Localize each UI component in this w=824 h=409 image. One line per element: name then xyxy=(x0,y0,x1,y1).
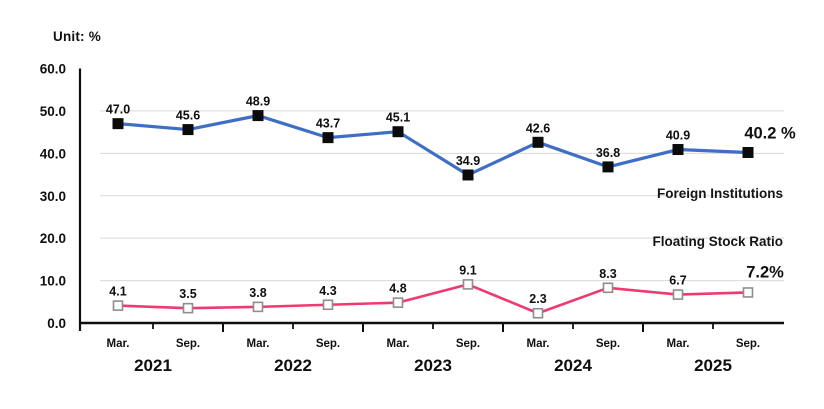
marker-square-open xyxy=(112,300,124,311)
y-axis-tick-label: 10.0 xyxy=(40,274,66,289)
y-axis-tick-label: 60.0 xyxy=(40,62,66,77)
marker-square-filled xyxy=(742,146,754,158)
x-axis-month-label: Sep. xyxy=(176,338,200,350)
data-label: 40.9 xyxy=(666,129,690,143)
marker-square-open xyxy=(462,279,474,290)
x-axis-month-label: Mar. xyxy=(526,338,549,350)
x-axis-month-label: Mar. xyxy=(666,338,689,350)
data-label: 4.1 xyxy=(109,285,126,299)
legend-foreign-institutions: Foreign Institutions xyxy=(657,186,783,201)
data-label: 40.2 % xyxy=(744,124,796,142)
x-axis-year-label: 2023 xyxy=(414,356,452,375)
data-label: 4.8 xyxy=(389,282,406,296)
x-axis-year-label: 2021 xyxy=(134,356,172,375)
data-label: 4.3 xyxy=(319,284,336,298)
data-label: 45.6 xyxy=(176,109,200,123)
marker-square-filled xyxy=(602,161,614,173)
x-axis-month-label: Sep. xyxy=(736,338,760,350)
y-axis-tick-label: 30.0 xyxy=(40,189,66,204)
y-axis-tick-label: 20.0 xyxy=(40,231,66,246)
x-axis-year-label: 2025 xyxy=(694,356,732,375)
marker-square-filled xyxy=(672,144,684,156)
data-label: 48.9 xyxy=(246,95,270,109)
data-label: 6.7 xyxy=(669,274,686,288)
data-label: 45.1 xyxy=(386,111,410,125)
data-label: 8.3 xyxy=(599,267,616,281)
marker-square-filled xyxy=(532,136,544,148)
x-axis-year-label: 2024 xyxy=(554,356,592,375)
marker-square-open xyxy=(742,287,754,298)
x-axis-year-label: 2022 xyxy=(274,356,312,375)
data-label: 42.6 xyxy=(526,121,550,135)
data-label: 36.8 xyxy=(596,146,620,160)
marker-square-filled xyxy=(112,118,124,130)
x-axis-month-label: Sep. xyxy=(596,338,620,350)
data-label: 47.0 xyxy=(106,103,130,117)
marker-square-open xyxy=(182,302,194,314)
x-axis-month-label: Sep. xyxy=(456,338,480,350)
marker-square-filled xyxy=(322,132,334,144)
marker-square-open xyxy=(322,299,334,311)
marker-square-open xyxy=(392,297,404,308)
unit-label: Unit: % xyxy=(53,29,101,44)
data-label: 3.8 xyxy=(249,286,266,300)
marker-square-filled xyxy=(252,110,264,122)
data-label: 2.3 xyxy=(529,292,546,306)
data-label: 7.2% xyxy=(746,263,784,281)
marker-square-open xyxy=(252,301,264,313)
data-label: 34.9 xyxy=(456,154,480,168)
y-axis-tick-label: 0.0 xyxy=(47,316,66,331)
y-axis-tick-label: 40.0 xyxy=(40,146,66,161)
data-label: 43.7 xyxy=(316,117,340,131)
marker-square-filled xyxy=(392,126,404,138)
x-axis-month-label: Mar. xyxy=(106,338,129,350)
y-axis-tick-label: 50.0 xyxy=(40,104,66,119)
data-label: 9.1 xyxy=(459,263,476,277)
data-label: 3.5 xyxy=(179,287,196,301)
marker-square-open xyxy=(602,282,614,294)
x-axis-month-label: Sep. xyxy=(316,338,340,350)
marker-square-open xyxy=(532,307,544,319)
x-axis-month-label: Mar. xyxy=(246,338,269,350)
marker-square-filled xyxy=(462,169,474,181)
series-line-2 xyxy=(116,283,750,315)
marker-square-open xyxy=(672,289,684,300)
marker-square-filled xyxy=(182,124,194,136)
series-line-1 xyxy=(116,113,750,177)
x-axis-month-label: Mar. xyxy=(386,338,409,350)
legend-floating-stock-ratio: Floating Stock Ratio xyxy=(652,234,783,249)
